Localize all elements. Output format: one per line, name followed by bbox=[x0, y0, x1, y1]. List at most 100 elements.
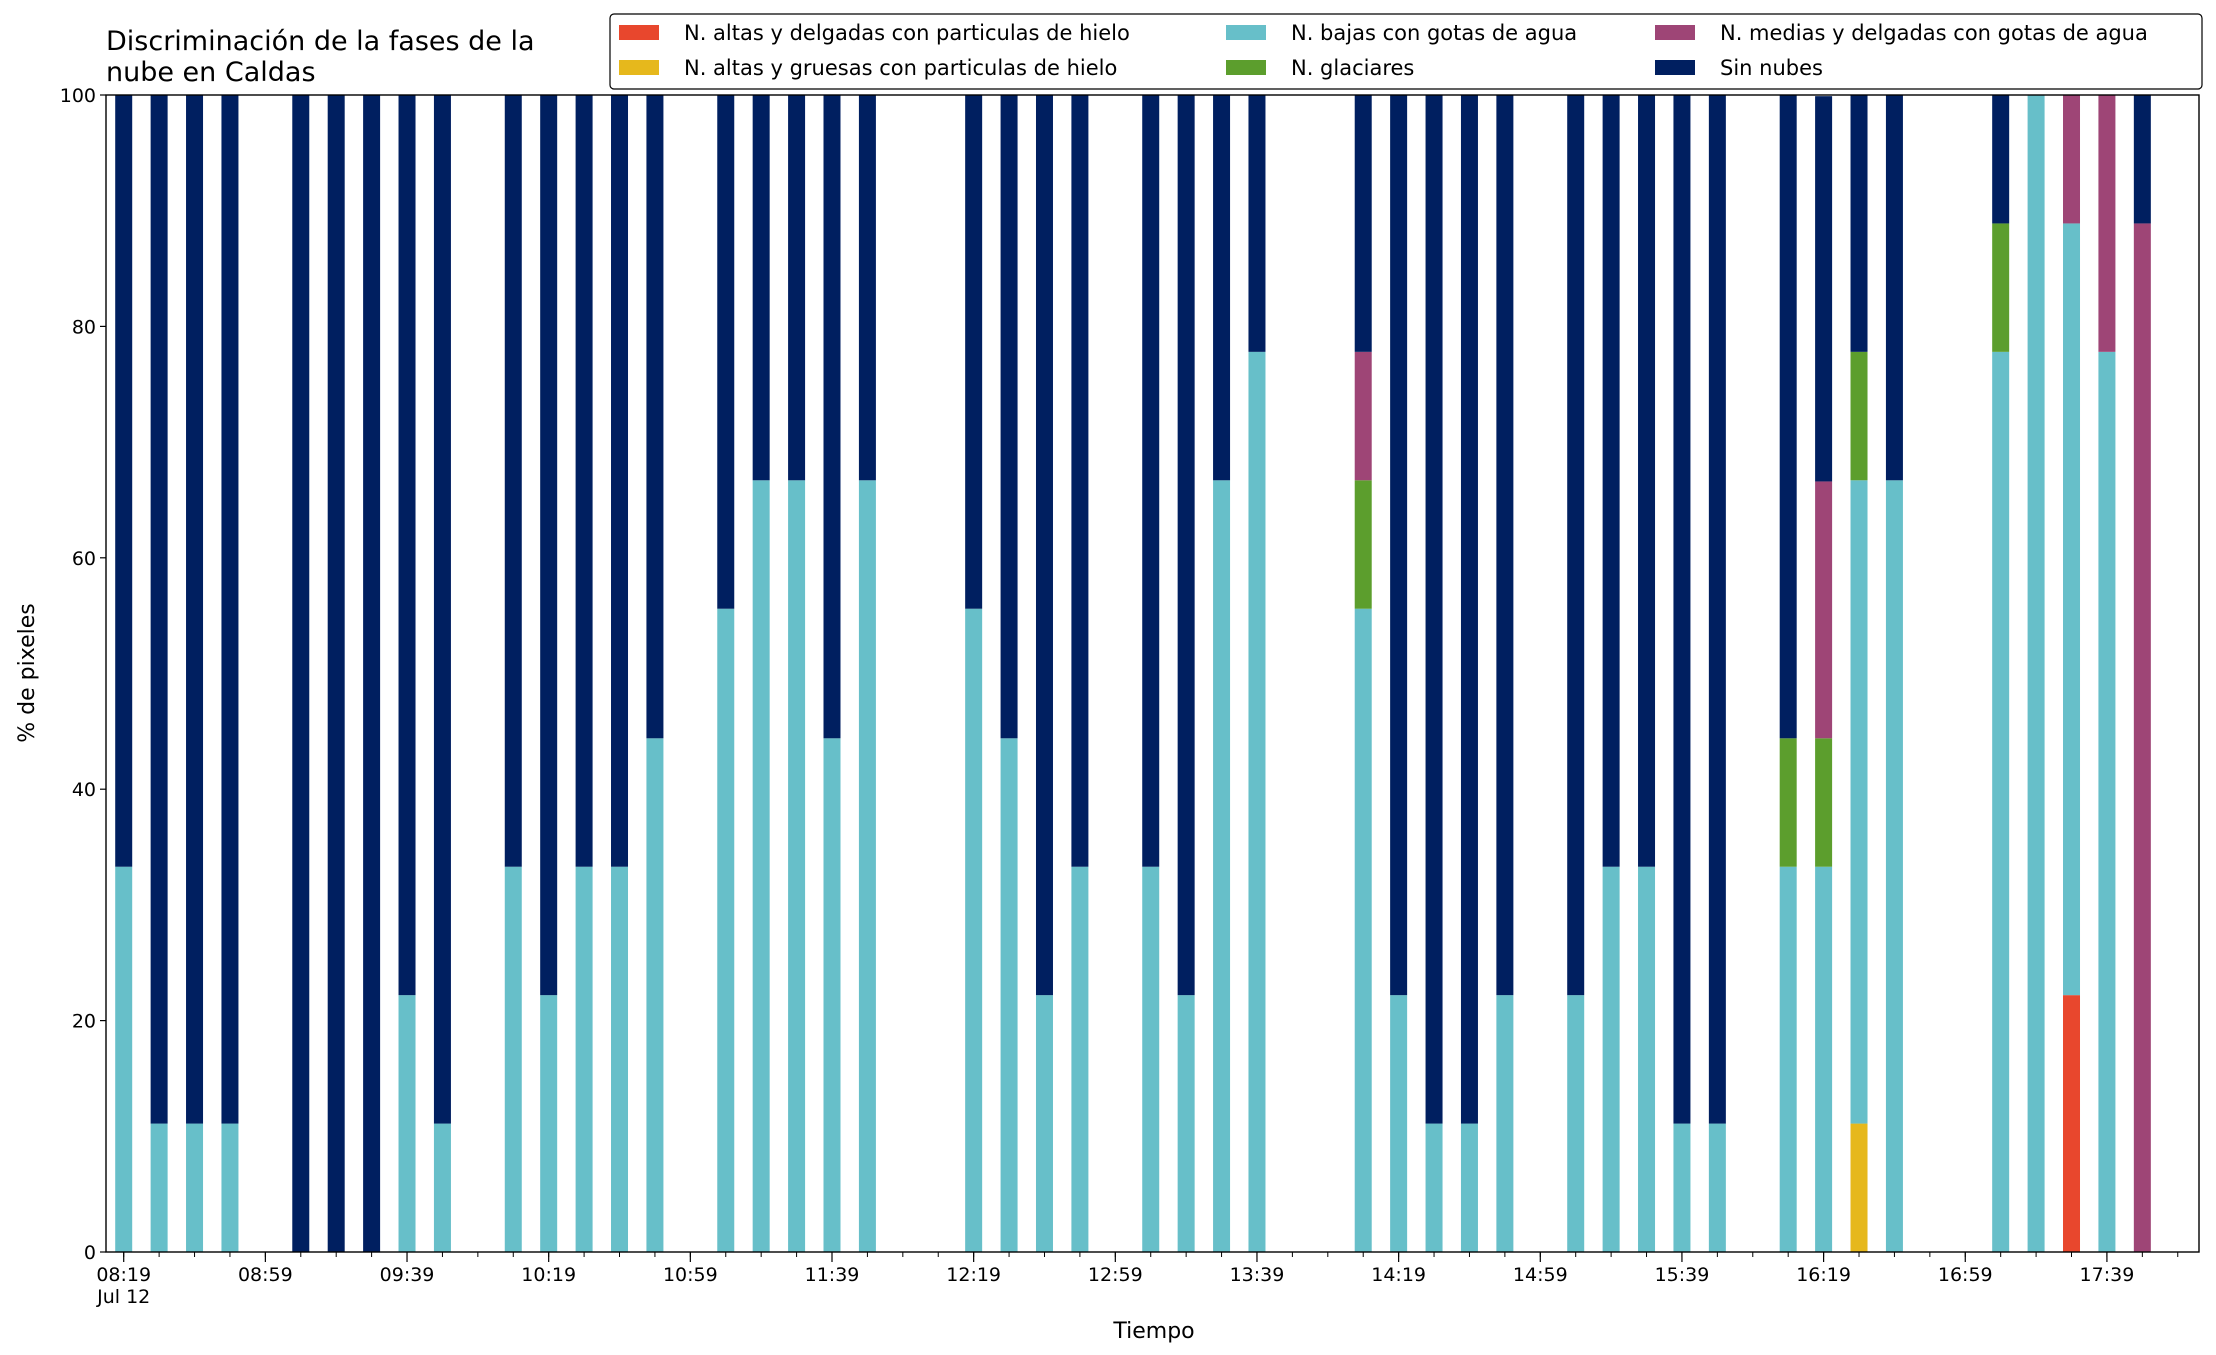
bar-segment bbox=[2063, 223, 2081, 996]
bar-segment bbox=[2063, 95, 2081, 224]
legend-swatch bbox=[619, 25, 659, 40]
bar-segment bbox=[611, 866, 629, 1252]
bar-segment bbox=[858, 480, 876, 1252]
x-tick-label: 14:19 bbox=[1371, 1264, 1426, 1286]
y-axis-label: % de pixeles bbox=[15, 603, 40, 742]
bar-segment bbox=[1673, 1123, 1691, 1252]
bar-segment bbox=[1885, 95, 1903, 481]
legend-label: N. altas y delgadas con particulas de hi… bbox=[684, 21, 1130, 45]
x-tick-label: 10:19 bbox=[521, 1264, 576, 1286]
x-tick-label: 16:59 bbox=[1938, 1264, 1993, 1286]
bar-segment bbox=[1071, 95, 1089, 867]
x-tick-label: 13:39 bbox=[1230, 1264, 1285, 1286]
legend-swatch bbox=[1226, 60, 1266, 75]
bar-segment bbox=[1425, 95, 1443, 1124]
bar-segment bbox=[1177, 95, 1195, 996]
x-tick-label: 10:59 bbox=[663, 1264, 718, 1286]
x-axis-label: Tiempo bbox=[1112, 1319, 1194, 1344]
bar-segment bbox=[646, 95, 664, 739]
x-tick-label: 14:59 bbox=[1513, 1264, 1568, 1286]
bar-segment bbox=[575, 866, 593, 1252]
bar-segment bbox=[1390, 95, 1408, 996]
x-tick-label: 11:39 bbox=[805, 1264, 860, 1286]
bar-segment bbox=[2027, 95, 2045, 1252]
bar-segment bbox=[433, 95, 451, 1124]
bar-segment bbox=[186, 1123, 204, 1252]
y-tick-label: 40 bbox=[72, 779, 96, 801]
bar-segment bbox=[1460, 1123, 1478, 1252]
bar-segment bbox=[363, 95, 381, 1252]
legend-swatch bbox=[1655, 60, 1695, 75]
bar-segment bbox=[1000, 95, 1018, 739]
bar-segment bbox=[1142, 95, 1160, 867]
bar-segment bbox=[1885, 480, 1903, 1252]
legend-label: N. bajas con gotas de agua bbox=[1291, 21, 1577, 45]
bar-segment bbox=[1460, 95, 1478, 1124]
bar-segment bbox=[1850, 95, 1868, 352]
x-tick-label: 17:39 bbox=[2080, 1264, 2135, 1286]
bar-segment bbox=[221, 95, 239, 1124]
bar-segment bbox=[504, 95, 522, 867]
y-tick-label: 60 bbox=[72, 548, 96, 570]
bar-segment bbox=[1850, 351, 1868, 481]
bar-segment bbox=[1815, 481, 1833, 739]
bar-segment bbox=[1673, 95, 1691, 1124]
x-tick-label: 08:19 Jul 12 bbox=[96, 1264, 151, 1308]
bar-segment bbox=[1071, 866, 1089, 1252]
y-tick-label: 80 bbox=[72, 316, 96, 338]
bar-segment bbox=[717, 95, 735, 609]
bar-segment bbox=[1708, 95, 1726, 1124]
bar-segment bbox=[1815, 738, 1833, 867]
bar-segment bbox=[2063, 995, 2081, 1252]
bar-segment bbox=[1248, 95, 1266, 352]
bar-segment bbox=[150, 1123, 168, 1252]
plot-frame bbox=[105, 94, 2200, 1253]
bar-segment bbox=[221, 1123, 239, 1252]
bar-segment bbox=[1000, 738, 1018, 1252]
bar-segment bbox=[1638, 95, 1656, 867]
x-tick-label: 08:59 bbox=[238, 1264, 293, 1286]
bar-segment bbox=[1850, 480, 1868, 1124]
bar-segment bbox=[788, 95, 806, 481]
bar-segment bbox=[1035, 995, 1053, 1252]
bar-segment bbox=[1567, 995, 1585, 1252]
bar-segment bbox=[575, 95, 593, 867]
bar-segment bbox=[752, 480, 770, 1252]
bar-segment bbox=[1779, 738, 1797, 867]
bar-segment bbox=[1815, 96, 1833, 482]
bar-segment bbox=[398, 95, 416, 996]
bar-segment bbox=[2098, 351, 2116, 1252]
bar-segment bbox=[1354, 95, 1372, 352]
bar-segment bbox=[1142, 866, 1160, 1252]
legend-label: N. altas y gruesas con particulas de hie… bbox=[684, 56, 1117, 80]
bar-segment bbox=[788, 480, 806, 1252]
bar-segment bbox=[1779, 866, 1797, 1252]
bar-segment bbox=[1602, 95, 1620, 867]
bar-segment bbox=[1354, 608, 1372, 1252]
x-tick-label: 09:39 bbox=[380, 1264, 435, 1286]
bar-segment bbox=[292, 95, 310, 1252]
bar-segment bbox=[433, 1123, 451, 1252]
bar-segment bbox=[1992, 223, 2010, 352]
legend-swatch bbox=[1226, 25, 1266, 40]
bar-segment bbox=[1779, 95, 1797, 739]
bar-segment bbox=[1815, 866, 1833, 1252]
bar-segment bbox=[1992, 351, 2010, 1252]
bar-segment bbox=[823, 738, 841, 1252]
bar-segment bbox=[1602, 866, 1620, 1252]
x-tick-label: 15:39 bbox=[1655, 1264, 1710, 1286]
bar-segment bbox=[752, 95, 770, 481]
bar-segment bbox=[398, 995, 416, 1252]
bar-segment bbox=[327, 95, 345, 1252]
bar-segment bbox=[1213, 95, 1231, 481]
bar-segment bbox=[965, 95, 983, 609]
bar-segment bbox=[717, 608, 735, 1252]
y-tick-label: 0 bbox=[84, 1242, 96, 1264]
bar-segment bbox=[1708, 1123, 1726, 1252]
chart-title: Discriminación de la fases de la nube en … bbox=[106, 26, 535, 88]
bar-segment bbox=[1177, 995, 1195, 1252]
bar-segment bbox=[1992, 95, 2010, 224]
bar-segment bbox=[115, 95, 133, 867]
x-tick-label: 12:59 bbox=[1088, 1264, 1143, 1286]
